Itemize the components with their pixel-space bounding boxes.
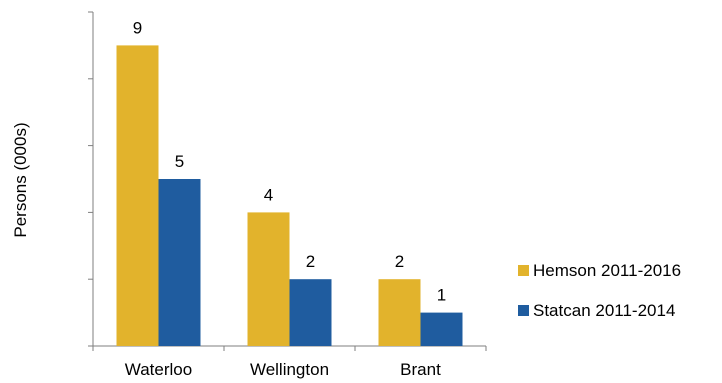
bar [420, 312, 463, 346]
bar [158, 179, 201, 346]
data-label: 2 [306, 252, 315, 271]
bar [289, 279, 332, 346]
data-label: 2 [395, 252, 404, 271]
data-label: 1 [437, 286, 446, 305]
legend: Hemson 2011-2016 Statcan 2011-2014 [518, 261, 681, 320]
data-label: 9 [133, 18, 142, 37]
legend-label: Statcan 2011-2014 [533, 301, 675, 320]
y-axis-label: Persons (000s) [11, 122, 30, 237]
bar [378, 279, 421, 346]
legend-label: Hemson 2011-2016 [533, 261, 681, 280]
data-label: 4 [264, 185, 273, 204]
bar [116, 45, 159, 347]
plot-area: 9 5 Waterloo 4 2 Wellington 2 1 Brant [88, 11, 487, 379]
x-tick-label: Waterloo [125, 360, 192, 379]
x-tick-label: Wellington [250, 360, 329, 379]
legend-swatch [518, 305, 529, 316]
data-label: 5 [175, 152, 184, 171]
x-tick-label: Brant [400, 360, 441, 379]
legend-swatch [518, 265, 529, 276]
bar [247, 212, 290, 346]
